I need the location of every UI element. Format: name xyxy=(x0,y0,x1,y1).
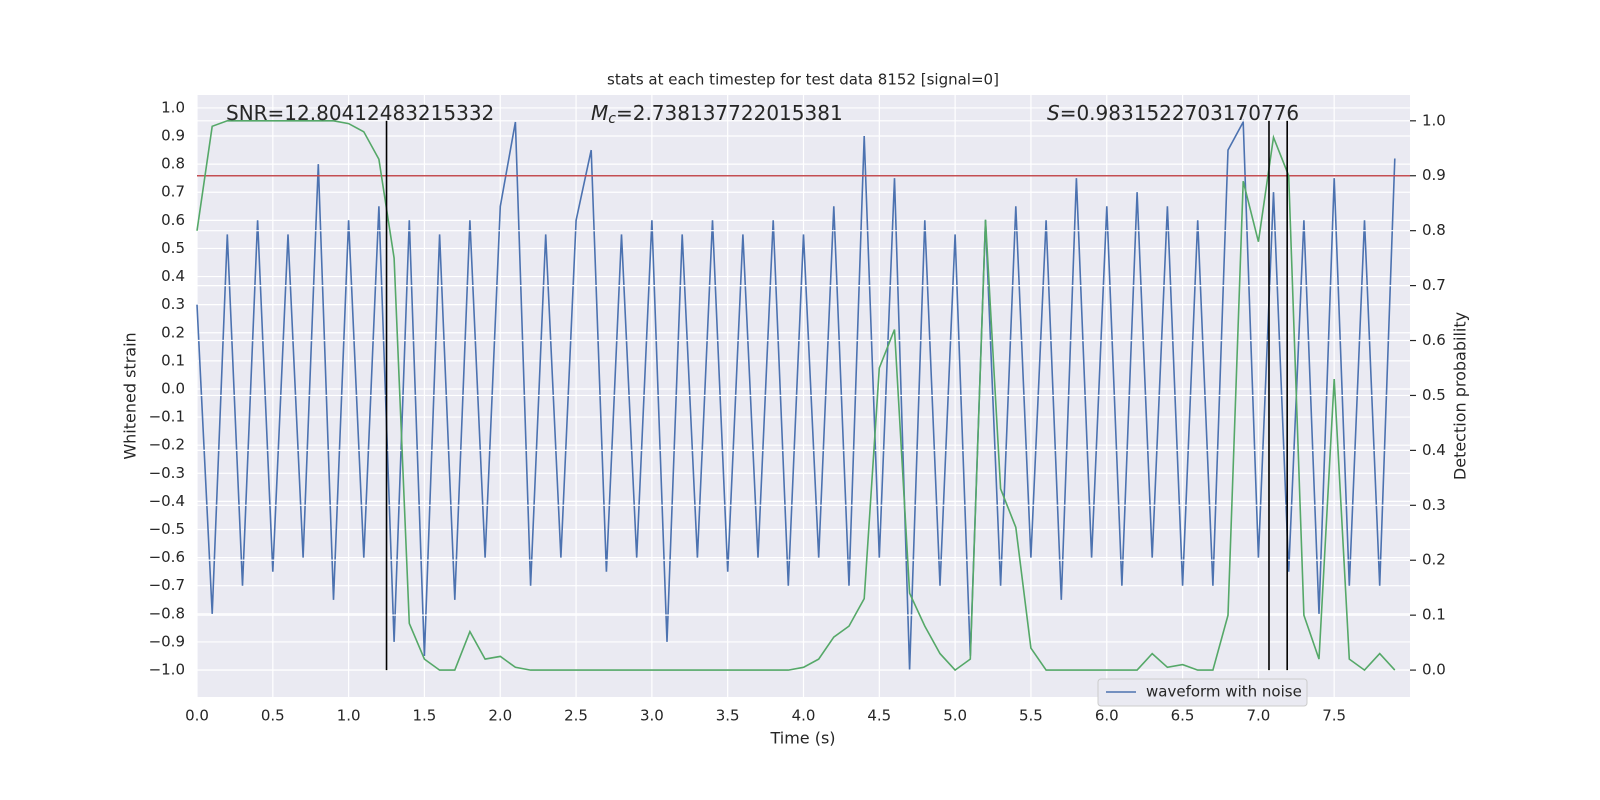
x-tick-label: 1.0 xyxy=(337,707,361,725)
x-tick-label: 3.5 xyxy=(716,707,740,725)
y-tick-label: 0.7 xyxy=(161,183,185,201)
y-tick-label: 0.1 xyxy=(161,351,185,369)
y-tick-label: 0.9 xyxy=(161,127,185,145)
y2-axis-label: Detection probability xyxy=(1451,312,1470,480)
x-tick-label: 7.5 xyxy=(1322,707,1346,725)
probability-line xyxy=(196,120,1396,672)
y2-tick-label: 0.9 xyxy=(1422,166,1446,184)
annotation: Mc=2.738137722015381 xyxy=(591,101,843,128)
y-tick-label: 0.3 xyxy=(161,295,185,313)
annotation-subscript: c xyxy=(608,111,616,127)
y-tick-label: −0.9 xyxy=(149,632,185,650)
y2-tick-label: 0.3 xyxy=(1422,496,1446,514)
y2-tick-label: 0.5 xyxy=(1422,386,1446,404)
y2-tick-label: 0.8 xyxy=(1422,221,1446,239)
y-tick-label: 1.0 xyxy=(161,98,185,116)
y-axis-label: Whitened strain xyxy=(121,332,140,459)
y-tick-label: −1.0 xyxy=(149,661,185,679)
x-tick-label: 5.5 xyxy=(1019,707,1043,725)
y-tick-label: −0.7 xyxy=(149,576,185,594)
annotation-symbol: M xyxy=(591,101,608,125)
annotation-text: =2.738137722015381 xyxy=(616,101,843,125)
annotation: SNR=12.80412483215332 xyxy=(226,101,494,125)
x-tick-label: 6.5 xyxy=(1171,707,1195,725)
y-tick-label: −0.3 xyxy=(149,464,185,482)
annotation: S=0.9831522703170776 xyxy=(1047,101,1299,125)
y-tick-label: −0.6 xyxy=(149,548,185,566)
waveform-line xyxy=(196,119,1396,671)
y-tick-label: 0.2 xyxy=(161,323,185,341)
x-tick-label: 7.0 xyxy=(1246,707,1270,725)
x-tick-label: 2.5 xyxy=(564,707,588,725)
chart-title: stats at each timestep for test data 815… xyxy=(607,71,999,89)
y-tick-label: −0.4 xyxy=(149,492,185,510)
annotation-text: SNR=12.80412483215332 xyxy=(226,101,494,125)
annotation-symbol: S xyxy=(1047,101,1060,125)
y-tick-label: 0.0 xyxy=(161,379,185,397)
y2-tick-label: 0.1 xyxy=(1422,606,1446,624)
x-tick-label: 6.0 xyxy=(1095,707,1119,725)
x-tick-label: 1.5 xyxy=(413,707,437,725)
x-tick-label: 5.0 xyxy=(943,707,967,725)
x-axis-label: Time (s) xyxy=(769,729,835,748)
y2-tick-label: 1.0 xyxy=(1422,111,1446,129)
annotation-text: =0.9831522703170776 xyxy=(1060,101,1299,125)
y-tick-label: 0.5 xyxy=(161,239,185,257)
y-tick-label: −0.1 xyxy=(149,408,185,426)
y-tick-label: −0.8 xyxy=(149,604,185,622)
y-tick-label: 0.8 xyxy=(161,155,185,173)
y-tick-label: −0.2 xyxy=(149,436,185,454)
x-tick-label: 0.0 xyxy=(185,707,209,725)
legend: waveform with noise xyxy=(1097,678,1308,707)
legend-box xyxy=(1097,678,1308,707)
x-tick-label: 0.5 xyxy=(261,707,285,725)
y-tick-label: −0.5 xyxy=(149,520,185,538)
y2-tick-label: 0.7 xyxy=(1422,276,1446,294)
x-tick-label: 3.0 xyxy=(640,707,664,725)
legend-label: waveform with noise xyxy=(1146,683,1302,701)
y2-tick-label: 0.0 xyxy=(1422,661,1446,679)
x-tick-label: 4.0 xyxy=(792,707,816,725)
x-tick-label: 2.0 xyxy=(488,707,512,725)
y-tick-label: 0.4 xyxy=(161,267,185,285)
y2-tick-label: 0.4 xyxy=(1422,441,1446,459)
y2-tick-label: 0.6 xyxy=(1422,331,1446,349)
x-tick-label: 4.5 xyxy=(867,707,891,725)
y2-tick-label: 0.2 xyxy=(1422,551,1446,569)
y-tick-label: 0.6 xyxy=(161,211,185,229)
